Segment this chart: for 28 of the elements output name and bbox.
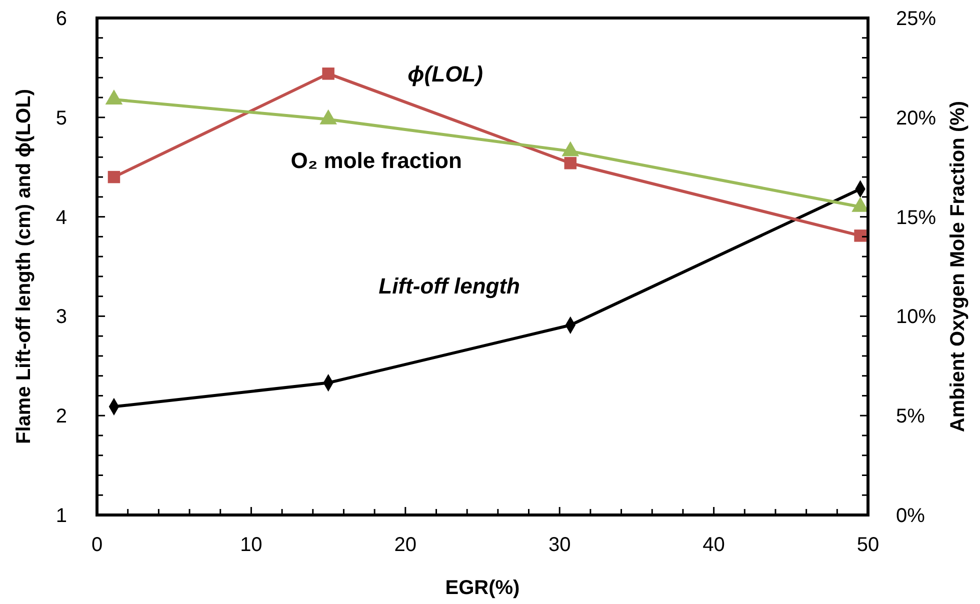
- x-tick-label: 20: [394, 534, 417, 556]
- y2-tick-label: 25%: [896, 8, 936, 30]
- y-axis-title: Flame Lift-off length (cm) and ϕ(LOL): [13, 89, 35, 444]
- series-label: Lift-off length: [378, 274, 520, 299]
- point: [108, 170, 120, 184]
- y-tick-label: 4: [56, 206, 67, 229]
- y-tick-label: 6: [56, 8, 67, 30]
- series-label: O₂ mole fraction: [290, 148, 462, 173]
- x-axis-title: EGR(%): [445, 577, 520, 599]
- x-tick-label: 0: [91, 534, 103, 556]
- x-tick-label: 50: [856, 534, 880, 556]
- series-label: ϕ(LOL): [408, 61, 483, 86]
- y2-tick-label: 20%: [896, 107, 936, 130]
- point: [322, 68, 334, 80]
- y-tick-label: 3: [56, 306, 67, 328]
- y-tick-label: 2: [56, 406, 67, 428]
- y-tick-label: 1: [56, 505, 67, 527]
- x-tick-label: 30: [548, 534, 571, 556]
- y2-tick-label: 15%: [896, 206, 936, 229]
- x-tick-label: 40: [702, 534, 725, 556]
- y2-tick-label: 0%: [896, 505, 926, 527]
- y2-tick-label: 10%: [896, 306, 936, 328]
- y2-axis-title: Ambient Oxygen Mole Fraction (%): [947, 100, 969, 432]
- y-tick-label: 5: [56, 107, 67, 130]
- point: [854, 230, 866, 242]
- x-tick-label: 10: [240, 534, 262, 556]
- y2-tick-label: 5%: [896, 406, 926, 428]
- point: [564, 157, 577, 170]
